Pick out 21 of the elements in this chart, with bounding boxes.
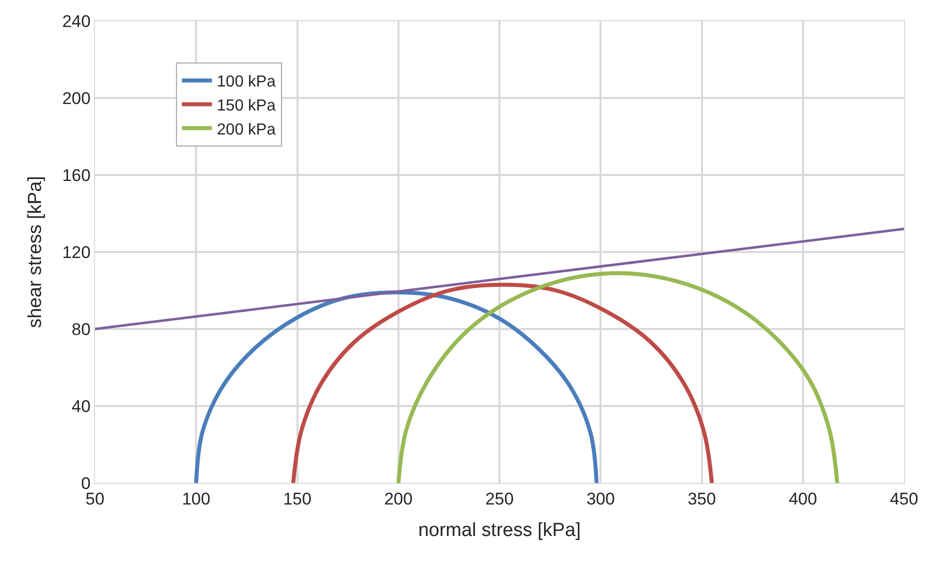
- y-tick-label: 80: [72, 320, 91, 339]
- legend-label: 200 kPa: [216, 121, 276, 138]
- legend-label: 150 kPa: [216, 98, 276, 115]
- x-tick-label: 200: [384, 489, 413, 508]
- x-tick-label: 150: [283, 489, 312, 508]
- x-tick-label: 400: [788, 489, 818, 508]
- line-series: [396, 271, 840, 483]
- y-tick-label: 160: [62, 166, 91, 185]
- y-tick-label: 120: [62, 242, 91, 262]
- line-series: [291, 282, 714, 483]
- x-axis-title: normal stress [kPa]: [418, 520, 581, 542]
- x-tick-label: 100: [182, 489, 210, 508]
- x-tick-label: 250: [485, 489, 514, 508]
- x-tick-label: 300: [586, 489, 615, 508]
- y-tick-label: 200: [62, 88, 91, 108]
- x-tick-label: 450: [890, 489, 918, 508]
- y-tick-label: 40: [72, 396, 91, 416]
- y-tick-label: 240: [62, 12, 91, 31]
- y-axis-title: shear stress [kPa]: [25, 176, 46, 328]
- legend-label: 100 kPa: [216, 74, 276, 91]
- x-tick-label: 350: [688, 489, 716, 508]
